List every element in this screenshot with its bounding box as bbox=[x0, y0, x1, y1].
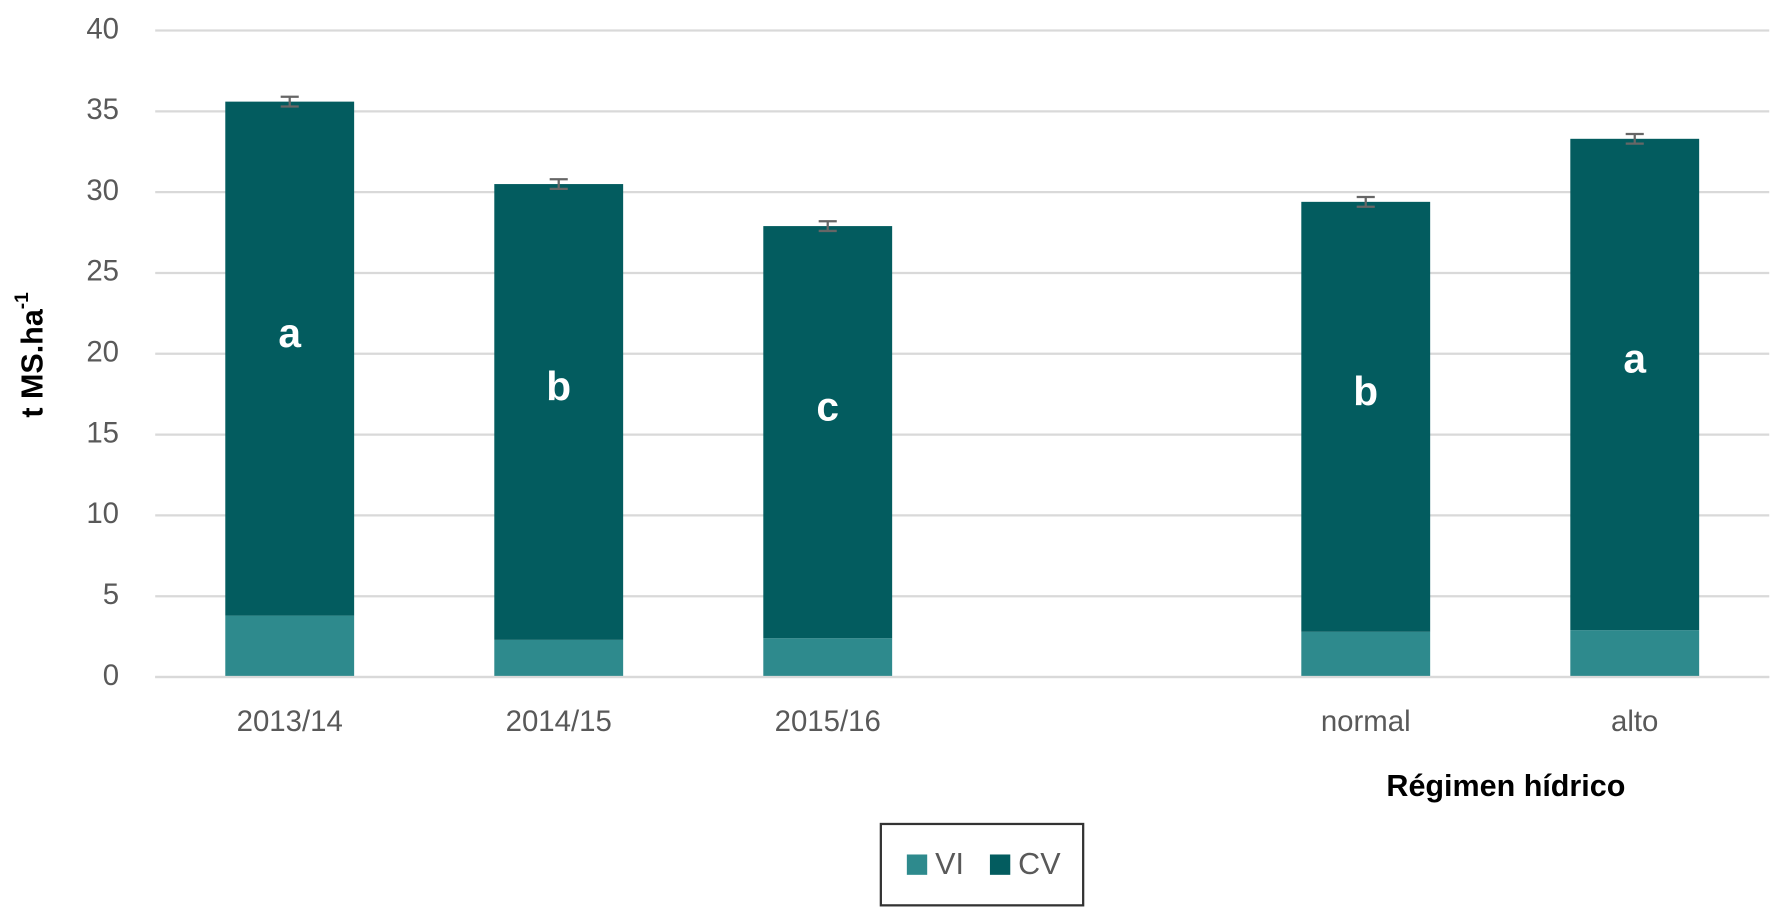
x-tick-label: 2015/16 bbox=[775, 705, 881, 738]
y-tick-label: 35 bbox=[86, 93, 119, 126]
x-tick-label: 2013/14 bbox=[237, 705, 343, 738]
significance-letter: b bbox=[546, 363, 571, 409]
significance-letter: c bbox=[816, 383, 839, 429]
bar-segment bbox=[494, 639, 624, 678]
legend-label: CV bbox=[1018, 847, 1061, 881]
bar-segment bbox=[1301, 201, 1431, 632]
bar-segment bbox=[494, 184, 624, 640]
x-tick-label: alto bbox=[1611, 705, 1658, 738]
y-tick-label: 15 bbox=[86, 416, 119, 449]
y-tick-label: 0 bbox=[103, 659, 119, 692]
bar-segment bbox=[763, 638, 893, 678]
error-bar bbox=[1625, 132, 1644, 145]
bar-segment bbox=[225, 615, 355, 678]
y-tick-label: 5 bbox=[103, 578, 119, 611]
y-axis-title-main: t MS.ha bbox=[15, 308, 49, 417]
significance-letter: b bbox=[1353, 368, 1378, 414]
y-tick-label: 25 bbox=[86, 255, 119, 288]
error-bar bbox=[549, 178, 568, 191]
y-tick-label: 30 bbox=[86, 174, 119, 207]
y-tick-label: 40 bbox=[86, 12, 119, 45]
error-bar bbox=[1356, 195, 1375, 208]
bar-segment bbox=[763, 226, 893, 639]
y-tick-label: 10 bbox=[86, 497, 119, 530]
x-tick-label: normal bbox=[1321, 705, 1411, 738]
x-tick-label: 2014/15 bbox=[506, 705, 612, 738]
bar-segment bbox=[1570, 630, 1700, 678]
y-axis-title-sup: -1 bbox=[12, 292, 33, 309]
y-axis-title: t MS.ha-1 bbox=[12, 292, 49, 418]
legend-swatch bbox=[989, 854, 1011, 875]
bar-segment bbox=[1570, 138, 1700, 631]
legend-swatch bbox=[906, 854, 928, 875]
error-bar bbox=[280, 95, 299, 108]
bar-segment bbox=[1301, 631, 1431, 678]
bar-segment bbox=[225, 101, 355, 616]
significance-letter: a bbox=[278, 310, 301, 356]
legend-label: VI bbox=[935, 847, 964, 881]
y-tick-label: 20 bbox=[86, 336, 119, 369]
significance-letter: a bbox=[1623, 336, 1646, 382]
error-bar bbox=[818, 220, 837, 233]
x-axis-title: Régimen hídrico bbox=[1386, 769, 1625, 803]
